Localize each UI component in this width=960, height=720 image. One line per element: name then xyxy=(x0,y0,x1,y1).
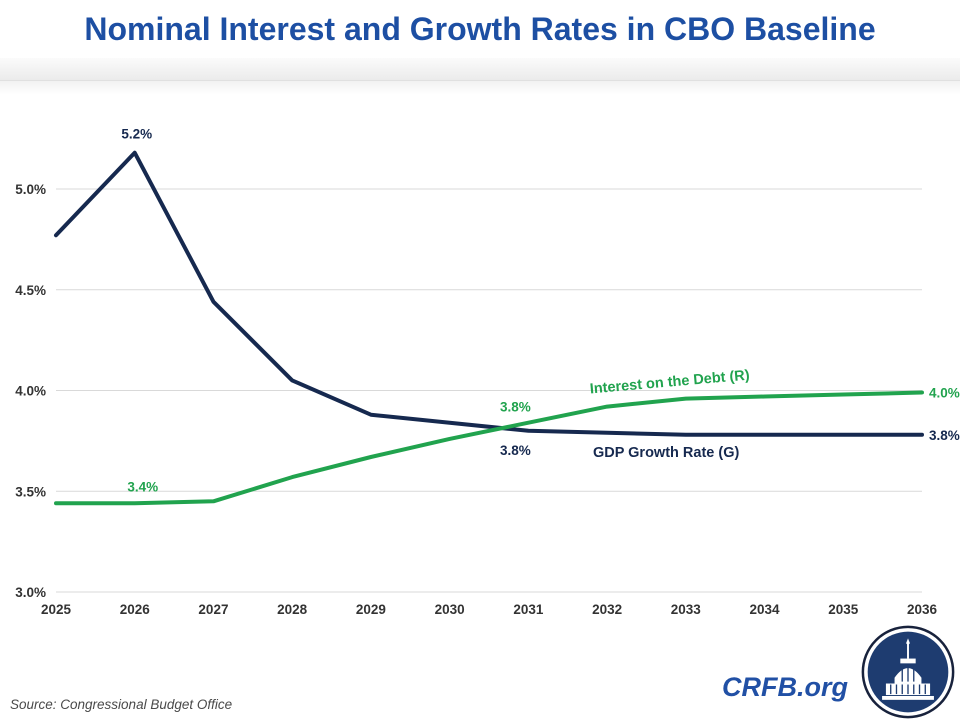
data-label: 4.0% xyxy=(929,386,960,401)
x-tick-label: 2026 xyxy=(120,602,151,617)
x-tick-label: 2027 xyxy=(198,602,228,617)
x-tick-label: 2033 xyxy=(671,602,702,617)
data-label: 5.2% xyxy=(121,127,152,142)
x-tick-label: 2031 xyxy=(513,602,544,617)
y-tick-label: 3.0% xyxy=(15,585,46,600)
x-tick-label: 2034 xyxy=(750,602,781,617)
header-divider-band xyxy=(0,58,960,81)
series-line xyxy=(54,390,924,506)
x-tick-label: 2032 xyxy=(592,602,622,617)
header-divider-fade xyxy=(0,81,960,95)
page-title: Nominal Interest and Growth Rates in CBO… xyxy=(84,10,876,47)
x-tick-label: 2035 xyxy=(828,602,859,617)
x-tick-label: 2028 xyxy=(277,602,308,617)
data-label: 3.8% xyxy=(929,428,960,443)
title-bar: Nominal Interest and Growth Rates in CBO… xyxy=(0,0,960,58)
footer: Source: Congressional Budget Office CRFB… xyxy=(0,620,960,720)
line-chart: 3.0% 3.5% 4.0% 4.5% 5.0% 2025 2026 2027 2028 2029… xyxy=(15,127,960,617)
y-tick-label: 4.5% xyxy=(15,283,46,298)
y-tick-label: 5.0% xyxy=(15,182,46,197)
data-label: 3.4% xyxy=(127,479,158,494)
x-tick-label: 2030 xyxy=(435,602,465,617)
data-label: 3.8% xyxy=(500,400,531,415)
series-line xyxy=(54,150,924,437)
series-label: GDP Growth Rate (G) xyxy=(593,445,740,461)
x-tick-label: 2036 xyxy=(907,602,938,617)
x-tick-label: 2029 xyxy=(356,602,386,617)
source-note: Source: Congressional Budget Office xyxy=(10,697,233,712)
brand-link[interactable]: CRFB.org xyxy=(722,672,848,702)
series-label: Interest on the Debt (R) xyxy=(589,368,750,398)
capitol-dome-logo-icon[interactable] xyxy=(860,624,956,720)
y-tick-label: 4.0% xyxy=(15,384,46,399)
x-tick-label: 2025 xyxy=(41,602,72,617)
data-label: 3.8% xyxy=(500,443,531,458)
y-tick-label: 3.5% xyxy=(15,484,46,499)
